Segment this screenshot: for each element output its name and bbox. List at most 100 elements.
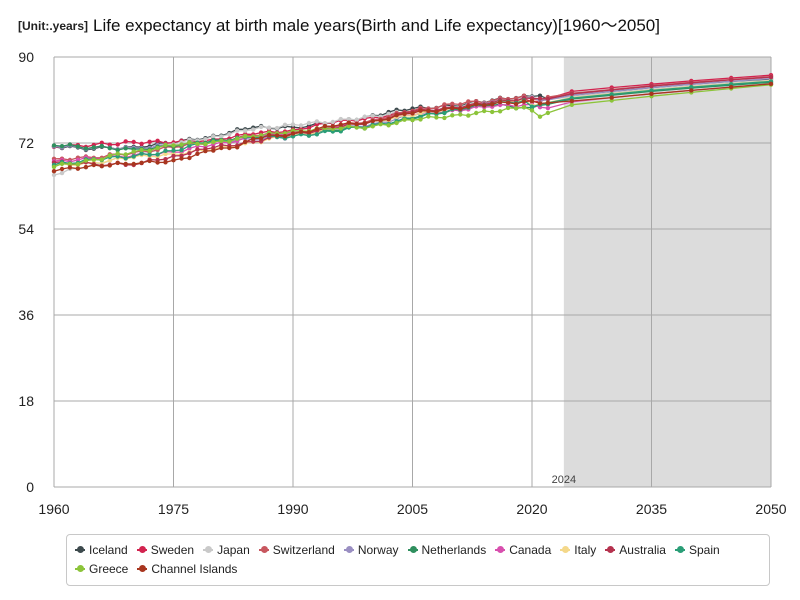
data-point-spain <box>155 152 160 157</box>
data-point-channel-islands <box>729 84 734 90</box>
data-point-channel-islands <box>203 148 208 154</box>
legend-item-norway[interactable]: Norway <box>343 543 399 557</box>
data-point-greece <box>458 112 463 117</box>
data-point-spain <box>139 151 144 156</box>
data-point-channel-islands <box>386 117 391 122</box>
data-point-spain <box>649 88 654 93</box>
data-point-greece <box>155 145 160 151</box>
data-point-channel-islands <box>139 160 144 165</box>
legend-item-spain[interactable]: Spain <box>674 543 720 557</box>
data-point-japan <box>314 119 320 124</box>
data-point-sweden <box>107 142 113 147</box>
data-point-greece <box>75 162 81 167</box>
y-tick-label: 0 <box>26 479 34 495</box>
data-point-greece <box>171 143 176 148</box>
data-point-greece <box>529 108 535 113</box>
data-point-channel-islands <box>521 99 527 104</box>
data-point-switzerland <box>442 102 447 107</box>
data-point-channel-islands <box>155 160 160 165</box>
data-point-japan <box>51 172 57 178</box>
data-point-netherlands <box>107 146 113 151</box>
data-point-greece <box>537 114 543 119</box>
data-point-channel-islands <box>505 100 511 105</box>
data-point-australia <box>187 151 192 156</box>
legend-marker-icon <box>407 545 418 555</box>
data-point-greece <box>91 157 97 162</box>
data-point-sweden <box>139 141 144 146</box>
data-point-japan <box>266 125 272 130</box>
legend-marker-icon <box>560 545 571 555</box>
data-point-channel-islands <box>282 134 288 139</box>
data-point-channel-islands <box>410 111 415 116</box>
data-point-greece <box>466 113 471 118</box>
data-point-australia <box>171 153 176 159</box>
data-point-channel-islands <box>418 108 423 113</box>
data-point-channel-islands <box>768 81 774 87</box>
x-tick-label: 1975 <box>158 501 189 517</box>
data-point-channel-islands <box>83 164 89 170</box>
legend-item-italy[interactable]: Italy <box>560 543 596 557</box>
data-point-channel-islands <box>529 98 535 104</box>
data-point-spain <box>689 84 694 90</box>
axis-ticks: 1960 1975 1990 2005 2020 2035 2050 0 18 36 54 72 90 <box>18 49 786 517</box>
legend-item-japan[interactable]: Japan <box>203 543 250 557</box>
data-point-japan <box>274 125 280 131</box>
y-tick-label: 36 <box>18 307 34 323</box>
data-point-sweden <box>123 139 128 144</box>
data-point-channel-islands <box>450 105 455 111</box>
data-point-greece <box>107 153 113 158</box>
legend-marker-icon <box>605 545 616 555</box>
legend-item-iceland[interactable]: Iceland <box>75 543 128 557</box>
legend-label: Norway <box>357 543 399 557</box>
legend-item-sweden[interactable]: Sweden <box>136 543 194 557</box>
data-point-greece <box>195 141 200 147</box>
data-point-greece <box>338 126 343 131</box>
legend-item-switzerland[interactable]: Switzerland <box>258 543 335 557</box>
data-point-australia <box>649 83 654 89</box>
data-point-channel-islands <box>354 121 359 127</box>
forecast-start-label: 2024 <box>552 474 576 486</box>
legend-label: Channel Islands <box>151 562 238 576</box>
data-point-channel-islands <box>211 148 216 153</box>
unit-label: [Unit:.years] <box>18 19 88 33</box>
data-point-greece <box>131 149 136 154</box>
legend-item-netherlands[interactable]: Netherlands <box>407 543 486 557</box>
legend-item-greece[interactable]: Greece <box>75 562 128 576</box>
data-point-japan <box>370 113 375 119</box>
data-point-channel-islands <box>187 155 192 161</box>
data-point-spain <box>529 104 535 109</box>
data-point-channel-islands <box>394 113 399 118</box>
data-point-channel-islands <box>609 95 614 100</box>
data-point-channel-islands <box>537 101 543 106</box>
legend-item-australia[interactable]: Australia <box>605 543 666 557</box>
data-point-spain <box>123 156 128 161</box>
data-point-greece <box>402 117 407 122</box>
data-point-channel-islands <box>290 131 296 136</box>
data-point-netherlands <box>99 143 105 149</box>
legend-marker-icon <box>137 564 148 574</box>
data-point-australia <box>537 96 543 101</box>
legend-item-channel-islands[interactable]: Channel Islands <box>137 562 237 576</box>
data-point-greece <box>418 117 423 122</box>
legend-marker-icon <box>75 545 85 555</box>
data-point-spain <box>322 128 328 134</box>
data-point-sweden <box>155 138 160 143</box>
data-point-greece <box>99 157 105 162</box>
data-point-switzerland <box>458 102 463 107</box>
series-channel-islands <box>51 81 774 174</box>
data-point-channel-islands <box>466 104 471 109</box>
data-point-greece <box>67 161 73 167</box>
data-point-greece <box>362 126 367 131</box>
data-point-japan <box>306 120 312 126</box>
legend-label: Canada <box>509 543 552 557</box>
data-point-australia <box>729 77 734 83</box>
data-point-greece <box>139 147 144 153</box>
series-layer <box>51 73 774 178</box>
data-point-japan <box>330 119 335 125</box>
data-point-sweden <box>115 142 120 147</box>
data-point-channel-islands <box>402 111 407 117</box>
data-point-australia <box>545 96 551 102</box>
legend-label: Italy <box>574 543 597 557</box>
data-point-greece <box>163 142 168 148</box>
legend-item-canada[interactable]: Canada <box>495 543 551 557</box>
